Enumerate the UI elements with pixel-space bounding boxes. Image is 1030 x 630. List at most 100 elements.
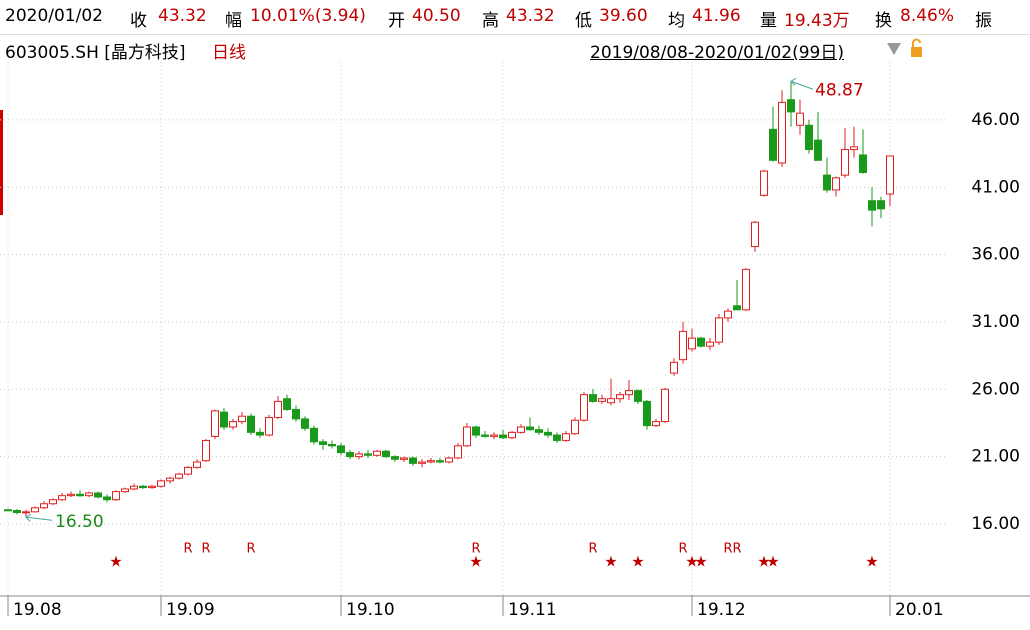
candle-body [76, 493, 84, 497]
y-tick-label: 31.00 [971, 312, 1020, 332]
candle-body [139, 485, 147, 489]
candle-body [544, 431, 552, 436]
candle-body [679, 330, 687, 361]
signal-marker: ★ [469, 553, 482, 571]
candle-body [481, 434, 489, 437]
candle-body [301, 418, 309, 429]
high-arrow [790, 77, 814, 90]
signal-marker: R [183, 542, 192, 557]
candle-body [625, 390, 633, 396]
candle-body [247, 415, 255, 433]
dropdown-arrow[interactable] [887, 43, 901, 55]
candle-body [364, 453, 372, 456]
candle-body [643, 400, 651, 427]
candle-body [175, 473, 183, 479]
x-tick-label: 19.09 [166, 600, 215, 620]
candle-body [121, 488, 129, 493]
candle-body [193, 461, 201, 468]
candle-body [886, 155, 894, 195]
candle-body [337, 445, 345, 454]
signal-marker: R [732, 542, 741, 557]
candle-body [661, 388, 669, 423]
candle-body [733, 305, 741, 311]
candle-body [652, 421, 660, 427]
candle-body [490, 434, 498, 437]
signal-marker: ★ [865, 553, 878, 571]
candle-body [688, 337, 696, 350]
low-label: 16.50 [55, 512, 104, 532]
candle-body [472, 426, 480, 436]
candle-body [22, 511, 30, 514]
candle-body [310, 427, 318, 443]
field-value: 19.43万 [784, 11, 850, 31]
signal-marker: R [678, 542, 687, 557]
candle-body [409, 457, 417, 464]
candle-body [562, 433, 570, 441]
field-value: 8.46% [900, 6, 955, 26]
signal-marker: R [723, 542, 732, 557]
date-range[interactable]: 2019/08/08-2020/01/02(99日) [590, 43, 844, 63]
signal-marker: R [246, 542, 255, 557]
candle-body [670, 361, 678, 374]
candle-body [67, 493, 75, 497]
field-label: 振 [975, 11, 992, 31]
candle-body [4, 509, 12, 512]
y-tick-label: 16.00 [971, 514, 1020, 534]
candle-body [787, 99, 795, 113]
candle-body [184, 466, 192, 475]
quote-date: 2020/01/02 [5, 6, 103, 26]
candle-body [31, 507, 39, 513]
candle-body [823, 174, 831, 191]
candle-body [463, 426, 471, 447]
candle-body [436, 460, 444, 463]
candle-body [13, 509, 21, 513]
candle-body [877, 200, 885, 210]
candle-body [292, 408, 300, 420]
candle-body [274, 400, 282, 419]
candle-body [616, 394, 624, 400]
candle-body [841, 149, 849, 176]
candle-body [211, 410, 219, 437]
symbol: 603005.SH [晶方科技] [5, 43, 186, 63]
x-tick-label: 19.12 [697, 600, 746, 620]
candle-body [229, 421, 237, 428]
candle-body [778, 101, 786, 164]
candle-body [40, 503, 48, 509]
candle-body [697, 337, 705, 347]
period: 日线 [212, 43, 246, 63]
candle-body [850, 146, 858, 151]
field-label: 量 [760, 11, 777, 31]
high-label: 48.87 [815, 80, 864, 100]
candle-body [130, 485, 138, 490]
signal-marker: ★ [631, 553, 644, 571]
lock-icon[interactable] [911, 47, 922, 57]
candle-body [832, 177, 840, 191]
controls [887, 38, 922, 57]
candle-body [607, 398, 615, 404]
candle-body [85, 492, 93, 497]
candle-body [580, 394, 588, 421]
y-tick-label: 41.00 [971, 177, 1020, 197]
candle-body [319, 441, 327, 445]
candle-body [400, 457, 408, 460]
candle-body [553, 434, 561, 441]
field-value: 40.50 [412, 6, 461, 26]
y-tick-label: 36.00 [971, 245, 1020, 265]
left-indicator [0, 110, 3, 215]
candle-body [391, 456, 399, 460]
signal-marker: ★ [694, 553, 707, 571]
field-value: 39.60 [599, 6, 648, 26]
candle-body [508, 431, 516, 439]
candle-body [589, 394, 597, 402]
y-tick-label: 26.00 [971, 379, 1020, 399]
candle-body [103, 496, 111, 501]
candle-body [382, 450, 390, 458]
y-tick-label: 46.00 [971, 110, 1020, 130]
candle-body [634, 390, 642, 402]
x-tick-label: 19.11 [508, 600, 557, 620]
candle-body [220, 411, 228, 428]
candle-body [751, 221, 759, 248]
signal-marker: R [588, 542, 597, 557]
signal-marker: ★ [685, 553, 698, 571]
